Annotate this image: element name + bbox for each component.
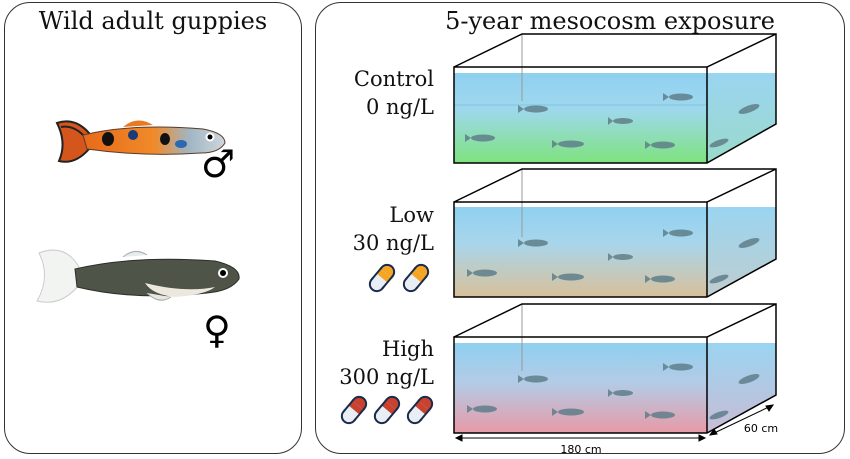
capsule-pill-icon	[373, 395, 401, 425]
guppy-icon	[663, 229, 693, 237]
tank-name: Control	[353, 67, 434, 91]
guppy-icon	[608, 117, 633, 125]
female-guppy-icon	[36, 249, 240, 303]
guppy-icon	[663, 363, 693, 371]
capsule-pill-icon	[406, 395, 434, 425]
female-symbol: ♀	[203, 308, 231, 352]
tank-concentration: 0 ng/L	[365, 95, 434, 119]
tank-label-low: Low 30 ng/L	[316, 201, 434, 257]
guppy-icon	[552, 140, 584, 148]
guppy-icon	[608, 389, 633, 397]
capsule-pill-icon	[368, 263, 396, 293]
guppy-icon	[709, 138, 729, 148]
tank-high	[453, 303, 777, 434]
capsule-pill-icon	[340, 395, 368, 425]
guppy-icon	[467, 269, 497, 277]
guppy-icon	[709, 274, 729, 284]
pill-group-low	[368, 263, 430, 293]
guppy-icon	[552, 408, 584, 416]
guppy-icon	[645, 411, 675, 419]
left-panel-title: Wild adult guppies	[38, 7, 268, 35]
tank-name: High	[382, 337, 434, 361]
guppy-icon	[552, 273, 584, 281]
tank-control	[453, 33, 777, 164]
width-label: 60 cm	[744, 422, 778, 435]
tank-label-control: Control 0 ng/L	[316, 65, 434, 121]
guppy-icon	[518, 375, 548, 383]
guppy-icon	[518, 105, 548, 113]
guppy-icon	[738, 238, 760, 248]
fish-group	[465, 93, 760, 420]
right-panel: 5-year mesocosm exposure Control 0 ng/L …	[315, 2, 845, 456]
guppy-icon	[645, 275, 675, 283]
tank-label-high: High 300 ng/L	[316, 335, 434, 391]
guppy-icon	[465, 134, 495, 142]
length-label: 180 cm	[560, 443, 601, 456]
guppy-icon	[663, 93, 693, 101]
guppy-icon	[738, 374, 760, 384]
tank-concentration: 30 ng/L	[352, 231, 434, 255]
guppy-icon	[645, 141, 675, 149]
guppy-icon	[518, 239, 548, 247]
dimension-length	[454, 434, 707, 442]
guppy-icon	[709, 410, 729, 420]
male-symbol: ♂	[201, 142, 236, 186]
male-guppy-icon	[55, 120, 226, 163]
capsule-pill-icon	[402, 263, 430, 293]
guppy-icon	[608, 253, 633, 261]
tank-low	[453, 168, 777, 298]
left-panel: Wild adult guppies ♂ ♀	[4, 2, 302, 454]
pill-group-high	[340, 395, 434, 425]
tank-name: Low	[389, 203, 434, 227]
guppy-icon	[738, 104, 760, 114]
dimension-width	[708, 404, 775, 436]
guppy-icon	[467, 405, 497, 413]
tank-concentration: 300 ng/L	[339, 365, 434, 389]
right-panel-title: 5-year mesocosm exposure	[445, 7, 775, 35]
